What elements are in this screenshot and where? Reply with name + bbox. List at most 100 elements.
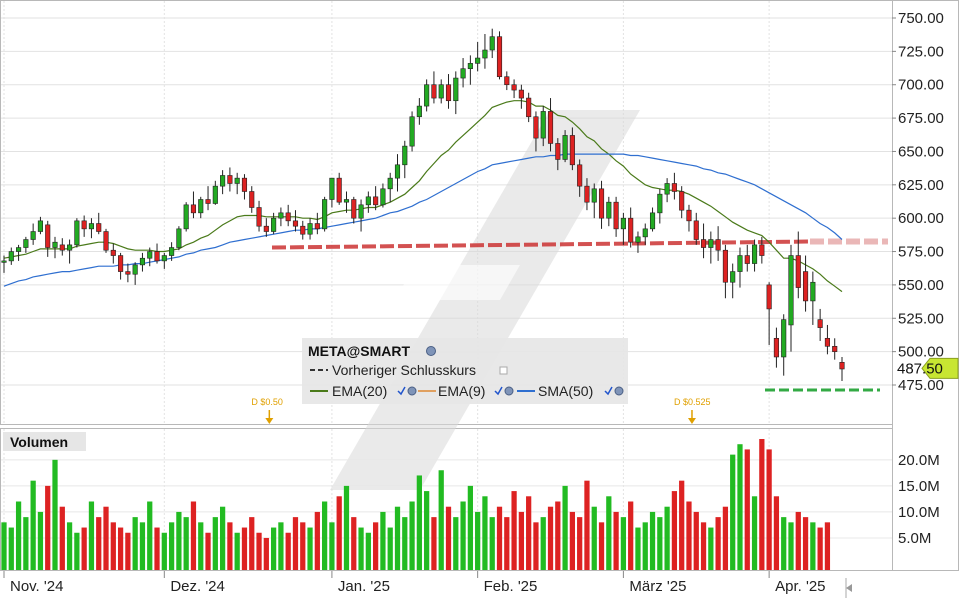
candle-body: [292, 220, 299, 227]
dividend-label: D $0.50: [251, 397, 283, 407]
volume-bar: [766, 449, 772, 570]
volume-bar: [416, 475, 422, 570]
x-tick-label: Nov. '24: [10, 578, 63, 595]
volume-bar: [788, 522, 794, 570]
candle-body: [30, 231, 36, 240]
dividend-arrow-head: [687, 418, 696, 424]
volume-bar: [489, 517, 495, 570]
volume-bar: [117, 527, 124, 570]
volume-bar: [103, 506, 109, 570]
volume-bar: [190, 501, 197, 570]
volume-bar: [343, 485, 350, 570]
volume-bar: [606, 496, 612, 570]
candle-body: [810, 281, 816, 302]
candle-body: [358, 204, 364, 219]
volume-bar: [824, 522, 831, 570]
candle-body: [620, 217, 626, 230]
candle-body: [256, 207, 262, 227]
candle-body: [322, 199, 328, 230]
legend-check-icon[interactable]: [494, 386, 503, 396]
scroll-arrow-icon[interactable]: [846, 584, 852, 592]
y-tick-label: 500.00: [898, 344, 944, 361]
legend-item-label: EMA(9): [438, 383, 485, 399]
candle-body: [380, 188, 386, 206]
y-tick-label: 525.00: [898, 310, 944, 327]
candle-body: [445, 84, 452, 102]
candle-body: [555, 143, 561, 160]
candle-body: [8, 251, 14, 262]
legend-info-icon[interactable]: [614, 386, 624, 396]
volume-bar: [642, 522, 648, 570]
legend-item-label: Vorheriger Schlusskurs: [332, 362, 476, 378]
candle-body: [781, 319, 787, 358]
legend-info-icon[interactable]: [504, 386, 514, 396]
candle-body: [708, 239, 714, 248]
candle-body: [52, 241, 58, 248]
legend-info-icon[interactable]: [407, 386, 417, 396]
volume-bar: [620, 517, 627, 570]
legend-check-icon[interactable]: [397, 386, 406, 396]
volume-bar: [445, 506, 452, 570]
candle-body: [241, 177, 248, 192]
legend-check-icon[interactable]: [604, 386, 613, 396]
candle-body: [198, 199, 204, 214]
volume-bar: [657, 517, 663, 570]
y-tick-label: 550.00: [898, 277, 944, 294]
volume-bar: [161, 532, 167, 570]
volume-bar: [96, 517, 102, 570]
volume-bar: [292, 517, 299, 570]
candle-body: [562, 135, 568, 160]
volume-bar: [475, 511, 481, 570]
volume-bar: [795, 511, 801, 570]
candle-body: [205, 199, 211, 204]
volume-bar: [700, 522, 707, 570]
candle-body: [504, 76, 510, 86]
volume-bar: [511, 491, 517, 570]
candle-body: [176, 228, 182, 248]
candle-body: [475, 57, 481, 64]
dividend-label: D $0.525: [674, 397, 711, 407]
volume-bar: [147, 501, 153, 570]
volume-bar: [562, 485, 568, 570]
volume-bar: [183, 517, 189, 570]
y-tick-label: 625.00: [898, 177, 944, 194]
volume-bar: [394, 506, 401, 570]
volume-bar: [577, 517, 583, 570]
candle-body: [606, 201, 612, 219]
volume-bar: [402, 517, 408, 570]
candle-body: [737, 255, 743, 272]
volume-bar: [139, 522, 146, 570]
candle-body: [824, 337, 830, 347]
volume-bar: [45, 485, 51, 570]
ema20-line: [3, 100, 843, 293]
volume-bar: [810, 522, 816, 570]
volume-bar: [540, 517, 546, 570]
x-tick-label: Apr. '25: [775, 578, 825, 595]
volume-bar: [278, 522, 284, 570]
candle-body: [773, 337, 779, 358]
volume-bar: [30, 480, 36, 570]
candle-body: [249, 191, 255, 208]
volume-title: Volumen: [10, 434, 68, 450]
volume-bar: [773, 496, 780, 570]
volume-bar: [781, 517, 787, 570]
volume-bar: [518, 511, 524, 570]
candle-body: [679, 191, 685, 211]
volume-bar: [635, 527, 641, 570]
candle-body: [161, 255, 167, 262]
candle-body: [110, 249, 116, 256]
candle-body: [394, 164, 401, 179]
candle-body: [657, 193, 663, 214]
candle-body: [220, 175, 226, 187]
legend-info-icon[interactable]: [426, 346, 436, 356]
candle-body: [584, 185, 590, 203]
candle-body: [139, 257, 146, 266]
candle-body: [766, 284, 772, 310]
volume-bar: [52, 459, 58, 570]
y-tick-label: 475.00: [898, 377, 944, 394]
legend-title: META@SMART: [308, 343, 410, 359]
candle-body: [788, 255, 794, 326]
candle-body: [693, 220, 699, 240]
candle-body: [460, 68, 466, 79]
legend-checkbox[interactable]: [499, 366, 508, 375]
